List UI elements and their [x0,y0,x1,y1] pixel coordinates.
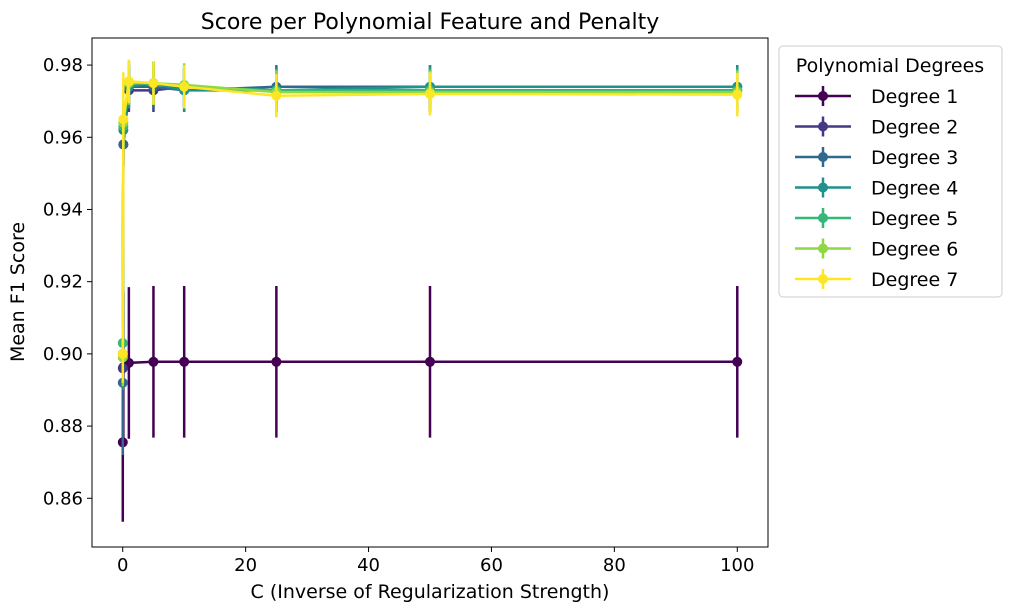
legend-marker [818,274,828,284]
y-tick-label: 0.98 [43,55,83,76]
y-tick-label: 0.94 [43,199,83,220]
legend-marker [818,213,828,223]
x-tick-label: 40 [357,555,380,576]
data-point [271,90,282,101]
data-point [732,356,743,367]
legend-label: Degree 3 [871,147,958,169]
data-point [425,356,435,367]
legend-marker [818,182,828,193]
legend-entry: Degree 6 [795,238,958,261]
x-tick-label: 100 [720,555,754,576]
data-point [148,356,159,367]
legend-label: Degree 2 [871,117,958,139]
legend-label: Degree 6 [871,239,958,261]
y-tick-label: 0.90 [43,344,83,365]
data-point [732,89,743,100]
x-tick-label: 80 [603,555,626,576]
legend-title: Polynomial Degrees [796,55,984,77]
data-point [117,348,128,359]
chart-title: Score per Polynomial Feature and Penalty [201,10,659,35]
legend-entry: Degree 4 [795,177,958,200]
data-point [179,81,190,92]
y-axis: 0.86 0.88 0.90 0.92 0.94 0.96 0.98 [43,55,92,509]
data-point [148,78,159,89]
series-degree-7 [117,59,743,383]
data-point [179,356,190,367]
legend-entries: Degree 1 Degree 2 Degree 3 Degree 4 Degree 5… [795,86,958,291]
legend-label: Degree 5 [871,208,958,230]
y-tick-label: 0.92 [43,272,83,293]
legend-entry: Degree 5 [795,208,958,230]
y-tick-label: 0.88 [43,416,83,437]
legend-label: Degree 1 [871,86,958,108]
x-tick-label: 0 [117,555,128,576]
legend-entry: Degree 1 [795,86,958,108]
legend-entry: Degree 2 [795,116,958,139]
data-point [123,76,134,87]
y-tick-label: 0.86 [43,488,83,509]
data-point [118,114,129,125]
x-axis: 0 20 40 60 80 100 [117,547,754,576]
legend-marker [818,152,828,162]
legend-entry: Degree 7 [795,269,958,291]
x-tick-label: 60 [480,555,503,576]
series-line [121,79,738,354]
legend-box [778,45,1003,298]
legend-marker [818,243,828,254]
data-point [271,356,282,367]
data-point [425,88,435,99]
legend-entry: Degree 3 [795,147,958,169]
legend-marker [818,91,828,101]
legend-marker [818,121,828,132]
plot-content [117,59,743,522]
x-axis-label: C (Inverse of Regularization Strength) [251,581,610,603]
legend-label: Degree 4 [871,178,958,200]
legend-label: Degree 7 [871,269,958,291]
y-axis-label: Mean F1 Score [7,222,29,362]
y-tick-label: 0.96 [43,127,83,148]
x-tick-label: 20 [234,555,257,576]
